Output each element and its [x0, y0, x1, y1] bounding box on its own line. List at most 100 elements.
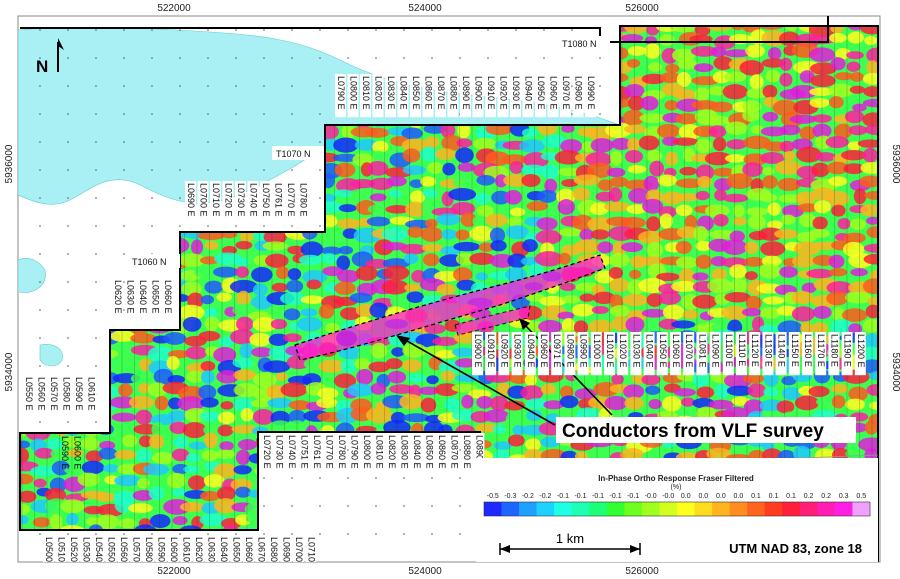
anomaly-blob — [409, 179, 424, 189]
anomaly-blob — [118, 518, 137, 529]
anomaly-blob — [114, 449, 137, 460]
grid-dot — [571, 85, 573, 87]
anomaly-blob — [474, 192, 490, 205]
grid-dot — [151, 141, 153, 143]
line-label-group: L0510 E — [55, 535, 67, 562]
anomaly-blob — [837, 218, 851, 230]
line-label: L0640 E — [219, 537, 229, 571]
grid-dot — [403, 477, 405, 479]
anomaly-blob — [695, 190, 710, 201]
anomaly-blob — [172, 516, 188, 526]
grid-dot — [67, 197, 69, 199]
line-label: L0880 E — [449, 76, 459, 110]
grid-dot — [123, 533, 125, 535]
anomaly-blob — [318, 564, 337, 577]
anomaly-blob — [762, 175, 778, 189]
line-label-group: L0580 E — [60, 375, 72, 419]
legend-tick-label: 0.5 — [856, 493, 866, 500]
anomaly-blob — [402, 148, 421, 163]
anomaly-blob — [857, 139, 878, 148]
legend-tick-label: 0.1 — [786, 493, 796, 500]
anomaly-blob — [850, 218, 866, 231]
anomaly-blob — [469, 225, 494, 242]
anomaly-blob — [673, 388, 696, 397]
legend-swatch — [782, 502, 801, 516]
line-label: L0640 E — [138, 280, 148, 314]
anomaly-blob — [64, 568, 79, 577]
anomaly-blob — [492, 424, 506, 434]
anomaly-blob — [624, 150, 643, 163]
grid-dot — [291, 533, 293, 535]
grid-dot — [487, 29, 489, 31]
anomaly-blob — [540, 383, 557, 395]
line-label-group: L0950 E — [535, 74, 546, 118]
grid-dot — [179, 57, 181, 59]
anomaly-blob — [32, 517, 51, 528]
grid-dot — [319, 141, 321, 143]
anomaly-blob — [509, 207, 526, 217]
anomaly-blob — [561, 318, 576, 333]
grid-dot — [571, 57, 573, 59]
anomaly-blob — [867, 296, 878, 306]
line-label: L1170 E — [816, 334, 826, 367]
line-label: L0600 E — [73, 436, 83, 470]
anomaly-blob — [585, 569, 612, 578]
anomaly-blob — [828, 176, 848, 187]
legend-tick-label: -0.1 — [610, 493, 622, 500]
line-label-group: L0570 E — [48, 375, 59, 419]
line-label: L0860 E — [437, 435, 447, 469]
anomaly-blob — [388, 565, 408, 579]
anomaly-blob — [167, 472, 187, 489]
line-label: L0520 E — [69, 537, 79, 571]
legend-title: In-Phase Ortho Response Fraser Filtered — [598, 474, 754, 483]
anomaly-blob — [509, 160, 524, 174]
anomaly-blob — [814, 564, 840, 578]
legend-swatch — [554, 502, 573, 516]
grid-dot — [431, 533, 433, 535]
anomaly-blob — [725, 154, 746, 163]
anomaly-blob — [218, 336, 235, 347]
anomaly-blob — [624, 124, 647, 134]
anomaly-blob — [792, 254, 816, 268]
anomaly-blob — [762, 84, 778, 99]
line-label: L0570 E — [49, 377, 59, 411]
anomaly-blob — [316, 397, 338, 409]
anomaly-blob — [171, 448, 190, 462]
anomaly-blob — [50, 448, 72, 459]
anomaly-blob — [791, 306, 815, 322]
anomaly-blob — [402, 413, 430, 423]
line-label: L0830 E — [400, 435, 410, 469]
line-label-group: L1020 E — [617, 332, 629, 376]
line-label-group: L0590 E — [60, 436, 70, 470]
anomaly-blob — [233, 383, 260, 398]
anomaly-blob — [422, 253, 440, 267]
anomaly-blob — [791, 290, 814, 305]
anomaly-blob — [231, 424, 258, 434]
anomaly-blob — [213, 347, 237, 363]
grid-dot — [263, 505, 265, 507]
anomaly-blob — [675, 193, 700, 202]
anomaly-blob — [561, 295, 581, 304]
line-label: L1150 E — [790, 334, 800, 367]
legend-swatch — [536, 502, 555, 516]
line-label-group: L0630 E — [205, 535, 217, 562]
line-label: L0500 E — [44, 537, 54, 571]
grid-dot — [39, 29, 41, 31]
anomaly-blob — [744, 271, 758, 281]
grid-dot — [235, 533, 237, 535]
anomaly-blob — [806, 268, 834, 279]
anomaly-blob — [109, 356, 137, 372]
anomaly-blob — [696, 386, 715, 399]
line-label-group: L1060 E — [670, 332, 681, 376]
anomaly-blob — [476, 205, 495, 218]
legend-tick-label: 0.2 — [804, 493, 814, 500]
anomaly-blob — [711, 268, 727, 281]
anomaly-blob — [60, 499, 85, 514]
anomaly-blob — [745, 44, 765, 58]
anomaly-blob — [697, 176, 712, 188]
line-label: L1000 E — [592, 334, 602, 368]
legend-tick-label: 0.0 — [734, 493, 744, 500]
grid-dot — [151, 197, 153, 199]
anomaly-blob — [349, 292, 373, 303]
anomaly-blob — [743, 399, 764, 414]
